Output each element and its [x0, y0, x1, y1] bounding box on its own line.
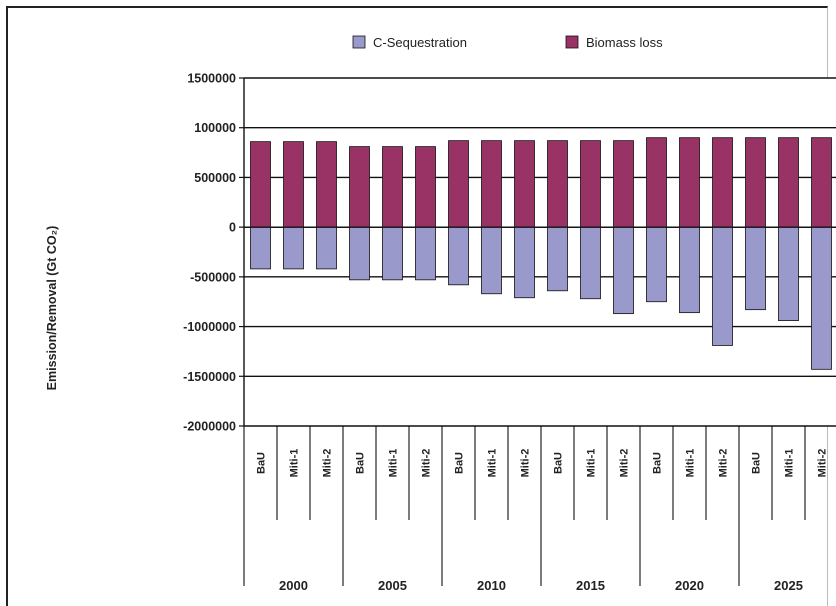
bar-biomass-loss — [250, 141, 271, 228]
group-label: 2015 — [576, 578, 605, 593]
category-label: BaU — [751, 452, 763, 474]
category-label: Miti-1 — [784, 449, 796, 478]
bar-biomass-loss — [778, 137, 799, 228]
bar-c-sequestration — [679, 226, 700, 314]
bar-biomass-loss — [613, 140, 634, 228]
bar-biomass-loss — [646, 137, 667, 228]
category-label: Miti-2 — [817, 449, 829, 478]
y-tick-label: 1500000 — [187, 72, 236, 86]
y-tick-label: 0 — [229, 221, 236, 235]
category-axis: BaU Miti-1 Miti-2 BaU Miti-1 Miti-2 BaU Miti-1 M… — [243, 426, 829, 593]
group-label: 2025 — [774, 578, 803, 593]
bar-c-sequestration — [415, 226, 436, 281]
category-label: Miti-1 — [487, 449, 499, 478]
y-axis-label: Emission/Removal (Gt CO₂) — [45, 226, 59, 391]
bar-biomass-loss — [712, 137, 733, 228]
category-label: Miti-2 — [421, 449, 433, 478]
bar-biomass-loss — [811, 137, 832, 228]
category-label: Miti-2 — [520, 449, 532, 478]
bar-c-sequestration — [283, 226, 304, 270]
bar-biomass-loss — [580, 140, 601, 228]
category-label: BaU — [355, 452, 367, 474]
y-tick-label: -2000000 — [183, 420, 236, 434]
bar-c-sequestration — [349, 226, 370, 281]
bar-c-sequestration — [514, 226, 535, 299]
category-label: Miti-2 — [322, 449, 334, 478]
legend-label: C-Sequestration — [373, 35, 467, 50]
legend-swatch — [352, 35, 366, 49]
category-label: Miti-2 — [718, 449, 730, 478]
y-tick-label: 500000 — [194, 171, 236, 185]
group-label: 2000 — [279, 578, 308, 593]
bar-c-sequestration — [646, 226, 667, 303]
bar-biomass-loss — [349, 146, 370, 228]
bar-biomass-loss — [382, 146, 403, 228]
y-tick-label: -1500000 — [183, 370, 236, 384]
bar-biomass-loss — [514, 140, 535, 228]
bar-c-sequestration — [250, 226, 271, 270]
bar-c-sequestration — [481, 226, 502, 295]
category-label: Miti-1 — [586, 449, 598, 478]
plot-area — [244, 78, 836, 426]
category-label: BaU — [454, 452, 466, 474]
y-tick-label: -500000 — [190, 270, 236, 284]
bar-c-sequestration — [316, 226, 337, 270]
chart: 1500000 100000 500000 0 -500000 -1000000 -1500… — [45, 35, 836, 593]
category-label: Miti-2 — [619, 449, 631, 478]
bar-c-sequestration — [580, 226, 601, 300]
bar-c-sequestration — [448, 226, 469, 286]
legend-label: Biomass loss — [586, 35, 663, 50]
bar-biomass-loss — [481, 140, 502, 228]
category-label: Miti-1 — [388, 449, 400, 478]
category-label: Miti-1 — [289, 449, 301, 478]
bar-c-sequestration — [613, 226, 634, 315]
legend-swatch — [565, 35, 579, 49]
bar-biomass-loss — [745, 137, 766, 228]
bar-c-sequestration — [811, 226, 832, 370]
bar-biomass-loss — [283, 141, 304, 228]
bar-biomass-loss — [448, 140, 469, 228]
group-label: 2010 — [477, 578, 506, 593]
bar-biomass-loss — [316, 141, 337, 228]
category-label: BaU — [256, 452, 268, 474]
bar-c-sequestration — [778, 226, 799, 322]
bar-biomass-loss — [415, 146, 436, 228]
group-label: 2020 — [675, 578, 704, 593]
chart-frame: 1500000 100000 500000 0 -500000 -1000000 -1500… — [6, 6, 836, 606]
bar-c-sequestration — [745, 226, 766, 311]
group-label: 2005 — [378, 578, 407, 593]
bar-biomass-loss — [547, 140, 568, 228]
bar-c-sequestration — [547, 226, 568, 292]
y-tick-labels: 1500000 100000 500000 0 -500000 -1000000 -1500… — [183, 72, 236, 434]
legend: C-Sequestration Biomass loss — [352, 35, 663, 50]
bars — [244, 137, 836, 370]
category-label: BaU — [652, 452, 664, 474]
bar-c-sequestration — [382, 226, 403, 281]
category-label: Miti-1 — [685, 449, 697, 478]
bar-biomass-loss — [679, 137, 700, 228]
bar-c-sequestration — [712, 226, 733, 346]
y-tick-label: 100000 — [194, 121, 236, 135]
category-label: BaU — [553, 452, 565, 474]
y-tick-label: -1000000 — [183, 320, 236, 334]
